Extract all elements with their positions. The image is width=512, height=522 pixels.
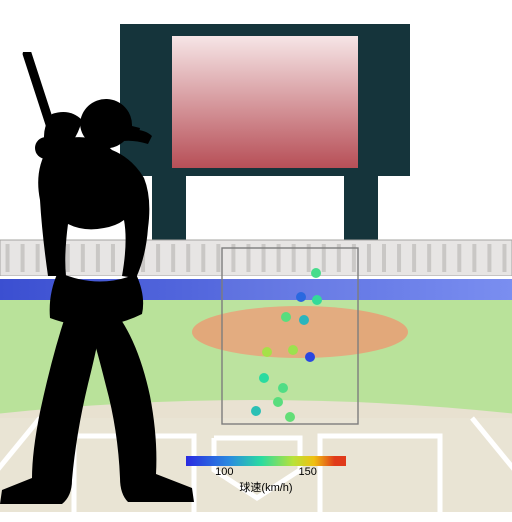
pitch-dot	[273, 397, 283, 407]
pitch-dot	[299, 315, 309, 325]
speed-legend: . 100 . 150 . 球速(km/h)	[176, 456, 356, 495]
pitch-dot	[311, 268, 321, 278]
batter-silhouette	[0, 52, 248, 522]
pitch-dot	[285, 412, 295, 422]
pitch-dot	[305, 352, 315, 362]
legend-tick-100: 100	[215, 466, 233, 478]
legend-tick-150: 150	[299, 466, 317, 478]
pitch-dot	[312, 295, 322, 305]
legend-gradient-bar	[186, 456, 346, 466]
pitch-dot	[251, 406, 261, 416]
pitch-dot	[262, 347, 272, 357]
pitch-dot	[288, 345, 298, 355]
pitch-dot	[296, 292, 306, 302]
pitch-dot	[281, 312, 291, 322]
pitch-location-chart: . 100 . 150 . 球速(km/h)	[0, 0, 512, 512]
legend-ticks: . 100 . 150 .	[181, 466, 351, 478]
pitch-dot	[278, 383, 288, 393]
legend-axis-label: 球速(km/h)	[176, 479, 356, 495]
pitch-dot	[259, 373, 269, 383]
